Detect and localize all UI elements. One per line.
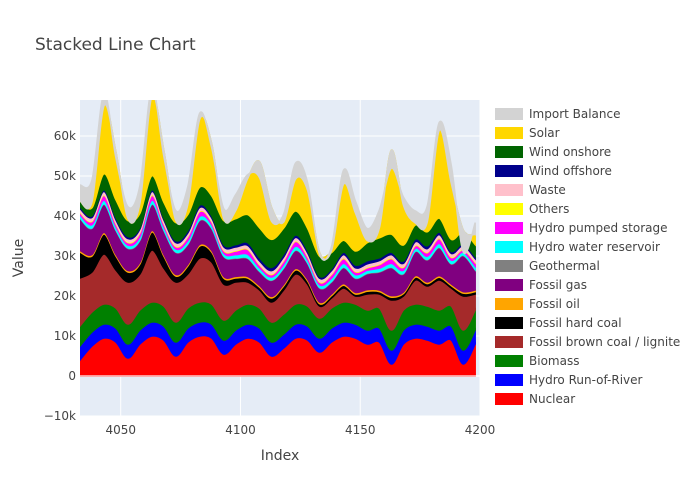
legend-label: Fossil oil: [529, 297, 580, 311]
legend-item-others[interactable]: Others: [495, 202, 569, 216]
legend-label: Hydro water reservoir: [529, 240, 660, 254]
legend-label: Nuclear: [529, 392, 575, 406]
legend-item-fossil-hard-coal[interactable]: Fossil hard coal: [495, 316, 622, 330]
legend-item-wind-offshore[interactable]: Wind offshore: [495, 164, 612, 178]
y-tick-label: 60k: [54, 129, 76, 143]
legend-label: Fossil brown coal / lignite: [529, 335, 680, 349]
y-tick-label: −10k: [44, 409, 76, 423]
legend-label: Fossil hard coal: [529, 316, 622, 330]
x-tick-label: 4050: [105, 423, 136, 437]
legend-swatch: [495, 108, 523, 120]
legend-item-fossil-oil[interactable]: Fossil oil: [495, 297, 580, 311]
y-tick-label: 40k: [54, 209, 76, 223]
x-axis-title: Index: [261, 448, 300, 464]
x-tick-label: 4150: [345, 423, 376, 437]
legend-swatch: [495, 317, 523, 329]
x-axis-ticks: 4050 4100 4150 4200: [105, 423, 495, 437]
y-tick-label: 10k: [54, 329, 76, 343]
x-tick-label: 4200: [465, 423, 496, 437]
legend[interactable]: Import Balance Solar Wind onshore Wind offs…: [495, 107, 680, 406]
y-axis-ticks: −10k 0 10k 20k 30k 40k 50k 60k: [44, 129, 76, 423]
legend-label: Import Balance: [529, 107, 621, 121]
legend-label: Geothermal: [529, 259, 600, 273]
legend-swatch: [495, 374, 523, 386]
legend-label: Biomass: [529, 354, 579, 368]
legend-item-fossil-brown-coal-lignite[interactable]: Fossil brown coal / lignite: [495, 335, 680, 349]
legend-swatch: [495, 165, 523, 177]
legend-item-hydro-water-reservoir[interactable]: Hydro water reservoir: [495, 240, 660, 254]
legend-item-hydro-pumped-storage[interactable]: Hydro pumped storage: [495, 221, 668, 235]
legend-label: Wind onshore: [529, 145, 611, 159]
legend-label: Waste: [529, 183, 566, 197]
legend-label: Hydro pumped storage: [529, 221, 668, 235]
legend-item-fossil-gas[interactable]: Fossil gas: [495, 278, 587, 292]
legend-item-nuclear[interactable]: Nuclear: [495, 392, 575, 406]
chart-title: Stacked Line Chart: [35, 35, 196, 55]
y-tick-label: 0: [68, 369, 76, 383]
y-tick-label: 30k: [54, 249, 76, 263]
legend-label: Fossil gas: [529, 278, 587, 292]
legend-label: Others: [529, 202, 569, 216]
legend-item-biomass[interactable]: Biomass: [495, 354, 579, 368]
y-tick-label: 20k: [54, 289, 76, 303]
legend-swatch: [495, 203, 523, 215]
legend-item-wind-onshore[interactable]: Wind onshore: [495, 145, 611, 159]
legend-label: Solar: [529, 126, 560, 140]
legend-item-solar[interactable]: Solar: [495, 126, 560, 140]
legend-swatch: [495, 260, 523, 272]
legend-swatch: [495, 241, 523, 253]
y-tick-label: 50k: [54, 169, 76, 183]
legend-item-geothermal[interactable]: Geothermal: [495, 259, 600, 273]
legend-swatch: [495, 184, 523, 196]
legend-item-import-balance[interactable]: Import Balance: [495, 107, 621, 121]
legend-swatch: [495, 127, 523, 139]
legend-swatch: [495, 146, 523, 158]
legend-label: Hydro Run-of-River: [529, 373, 643, 387]
legend-label: Wind offshore: [529, 164, 612, 178]
legend-swatch: [495, 222, 523, 234]
legend-item-waste[interactable]: Waste: [495, 183, 566, 197]
area-import-balance: [80, 100, 476, 261]
y-axis-title: Value: [11, 239, 27, 277]
x-tick-label: 4100: [225, 423, 256, 437]
legend-swatch: [495, 336, 523, 348]
legend-swatch: [495, 298, 523, 310]
legend-swatch: [495, 393, 523, 405]
legend-item-hydro-run-of-river[interactable]: Hydro Run-of-River: [495, 373, 643, 387]
legend-swatch: [495, 279, 523, 291]
legend-swatch: [495, 355, 523, 367]
stacked-areas: [80, 100, 480, 377]
